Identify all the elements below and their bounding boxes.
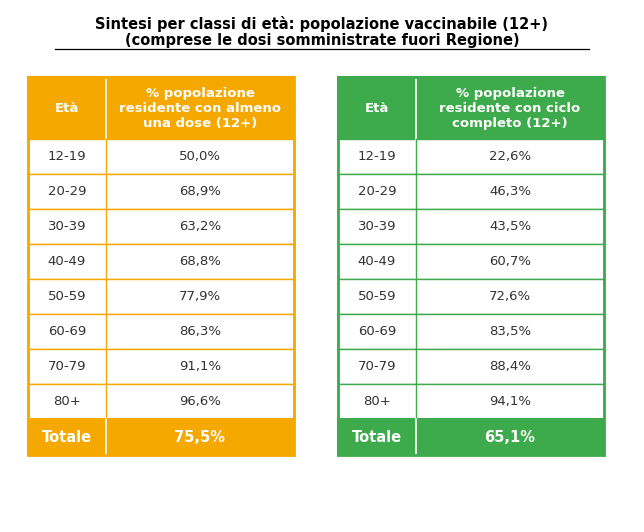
- Text: 20-29: 20-29: [48, 185, 86, 198]
- Text: 80+: 80+: [363, 395, 391, 408]
- Text: 30-39: 30-39: [48, 220, 86, 233]
- Text: 60-69: 60-69: [48, 325, 86, 338]
- Text: 86,3%: 86,3%: [179, 325, 221, 338]
- Bar: [338, 139, 604, 174]
- Text: 12-19: 12-19: [48, 150, 86, 163]
- Bar: [338, 77, 604, 139]
- Text: Totale: Totale: [352, 429, 402, 445]
- Bar: [338, 384, 604, 419]
- Text: 80+: 80+: [53, 395, 81, 408]
- Bar: [28, 314, 294, 349]
- Text: 20-29: 20-29: [358, 185, 396, 198]
- Text: % popolazione
residente con almeno
una dose (12+): % popolazione residente con almeno una d…: [119, 87, 281, 129]
- Text: 12-19: 12-19: [357, 150, 396, 163]
- Text: 50-59: 50-59: [48, 290, 86, 303]
- Bar: [28, 244, 294, 279]
- Text: 60-69: 60-69: [358, 325, 396, 338]
- Text: 50,0%: 50,0%: [179, 150, 221, 163]
- Text: 70-79: 70-79: [48, 360, 86, 373]
- Bar: [28, 77, 294, 455]
- Text: 46,3%: 46,3%: [489, 185, 531, 198]
- Text: 43,5%: 43,5%: [489, 220, 531, 233]
- Text: 68,8%: 68,8%: [179, 255, 221, 268]
- Text: 77,9%: 77,9%: [179, 290, 221, 303]
- Text: 88,4%: 88,4%: [489, 360, 531, 373]
- Text: Totale: Totale: [42, 429, 92, 445]
- Text: % popolazione
residente con ciclo
completo (12+): % popolazione residente con ciclo comple…: [439, 87, 581, 129]
- Text: 40-49: 40-49: [358, 255, 396, 268]
- Bar: [28, 174, 294, 209]
- Text: Sintesi per classi di età: popolazione vaccinabile (12+): Sintesi per classi di età: popolazione v…: [95, 16, 549, 32]
- Text: 70-79: 70-79: [358, 360, 396, 373]
- Text: 40-49: 40-49: [48, 255, 86, 268]
- Bar: [338, 279, 604, 314]
- Bar: [28, 209, 294, 244]
- Text: 30-39: 30-39: [358, 220, 396, 233]
- Text: (comprese le dosi somministrate fuori Regione): (comprese le dosi somministrate fuori Re…: [125, 32, 519, 47]
- Text: 72,6%: 72,6%: [489, 290, 531, 303]
- Bar: [28, 77, 294, 139]
- Text: 75,5%: 75,5%: [175, 429, 225, 445]
- Bar: [28, 384, 294, 419]
- Bar: [28, 349, 294, 384]
- Text: 94,1%: 94,1%: [489, 395, 531, 408]
- Bar: [338, 209, 604, 244]
- Text: Età: Età: [55, 102, 79, 114]
- Bar: [28, 279, 294, 314]
- Bar: [338, 174, 604, 209]
- Bar: [28, 139, 294, 174]
- Text: 22,6%: 22,6%: [489, 150, 531, 163]
- Bar: [338, 419, 604, 455]
- Text: 96,6%: 96,6%: [179, 395, 221, 408]
- Bar: [338, 314, 604, 349]
- Bar: [338, 244, 604, 279]
- Text: 63,2%: 63,2%: [179, 220, 221, 233]
- Text: 83,5%: 83,5%: [489, 325, 531, 338]
- Text: 65,1%: 65,1%: [484, 429, 536, 445]
- Text: 91,1%: 91,1%: [179, 360, 221, 373]
- Text: 60,7%: 60,7%: [489, 255, 531, 268]
- Text: 68,9%: 68,9%: [179, 185, 221, 198]
- Text: 50-59: 50-59: [358, 290, 396, 303]
- Bar: [338, 77, 604, 455]
- Bar: [28, 419, 294, 455]
- Text: Età: Età: [365, 102, 389, 114]
- Bar: [338, 349, 604, 384]
